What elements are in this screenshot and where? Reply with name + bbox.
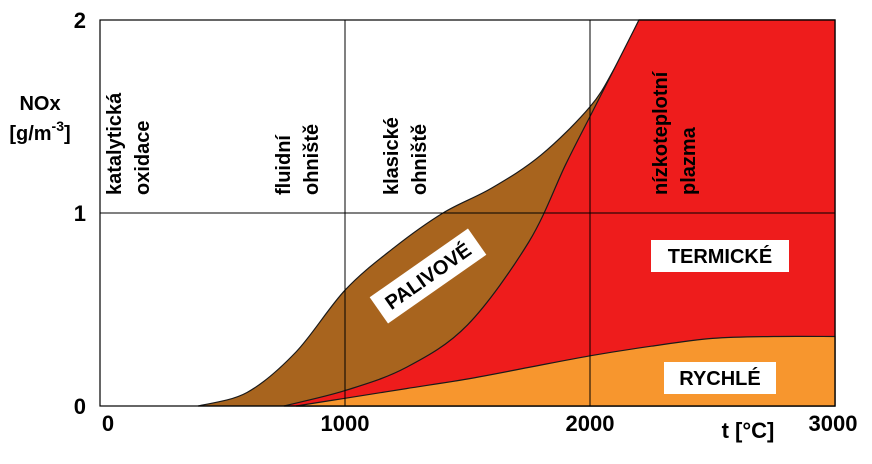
region-label-nizkoteplotni: nízkoteplotní xyxy=(650,70,672,195)
grid-layer xyxy=(99,19,836,407)
region-label-katalyticka: katalytická xyxy=(104,92,126,195)
region-label-ohniste-2: ohniště xyxy=(409,124,431,195)
termicke-box-bg xyxy=(651,240,789,272)
y-axis-label-line1: NOx xyxy=(19,93,60,115)
termicke-label: TERMICKÉ xyxy=(668,245,772,268)
region-label-klasicke: klasické xyxy=(381,117,403,195)
x-tick-label-0: 0 xyxy=(102,411,114,436)
y-axis-label-line2: [g/m-3] xyxy=(9,118,70,145)
x-tick-label-2000: 2000 xyxy=(566,411,615,436)
region-label-oxidace: oxidace xyxy=(132,121,154,195)
region-label-ohniste-1: ohniště xyxy=(301,124,323,195)
rychle-box-bg xyxy=(664,362,776,394)
tick-layer: 0 1000 2000 3000 0 1 2 xyxy=(74,8,858,436)
label-katalyticka-oxidace: katalytická oxidace xyxy=(104,92,154,195)
rychle-label-box: RYCHLÉ xyxy=(664,362,776,394)
y-tick-label-2: 2 xyxy=(74,8,86,33)
region-label-fluidni: fluidní xyxy=(273,134,295,195)
label-fluidni-ohniste: fluidní ohniště xyxy=(273,124,323,195)
termicke-label-box: TERMICKÉ xyxy=(651,240,789,272)
region-label-plazma: plazma xyxy=(678,126,700,195)
y-tick-label-0: 0 xyxy=(74,394,86,419)
x-tick-label-1000: 1000 xyxy=(321,411,370,436)
rychle-label: RYCHLÉ xyxy=(679,367,760,390)
palivove-box-bg xyxy=(369,228,487,324)
y-tick-label-1: 1 xyxy=(74,201,86,226)
label-nizkoteplotni-plazma: nízkoteplotní plazma xyxy=(650,70,700,195)
label-klasicke-ohniste: klasické ohniště xyxy=(381,117,431,195)
x-tick-label-3000: 3000 xyxy=(809,411,858,436)
x-axis-label: t [°C] xyxy=(722,418,775,443)
